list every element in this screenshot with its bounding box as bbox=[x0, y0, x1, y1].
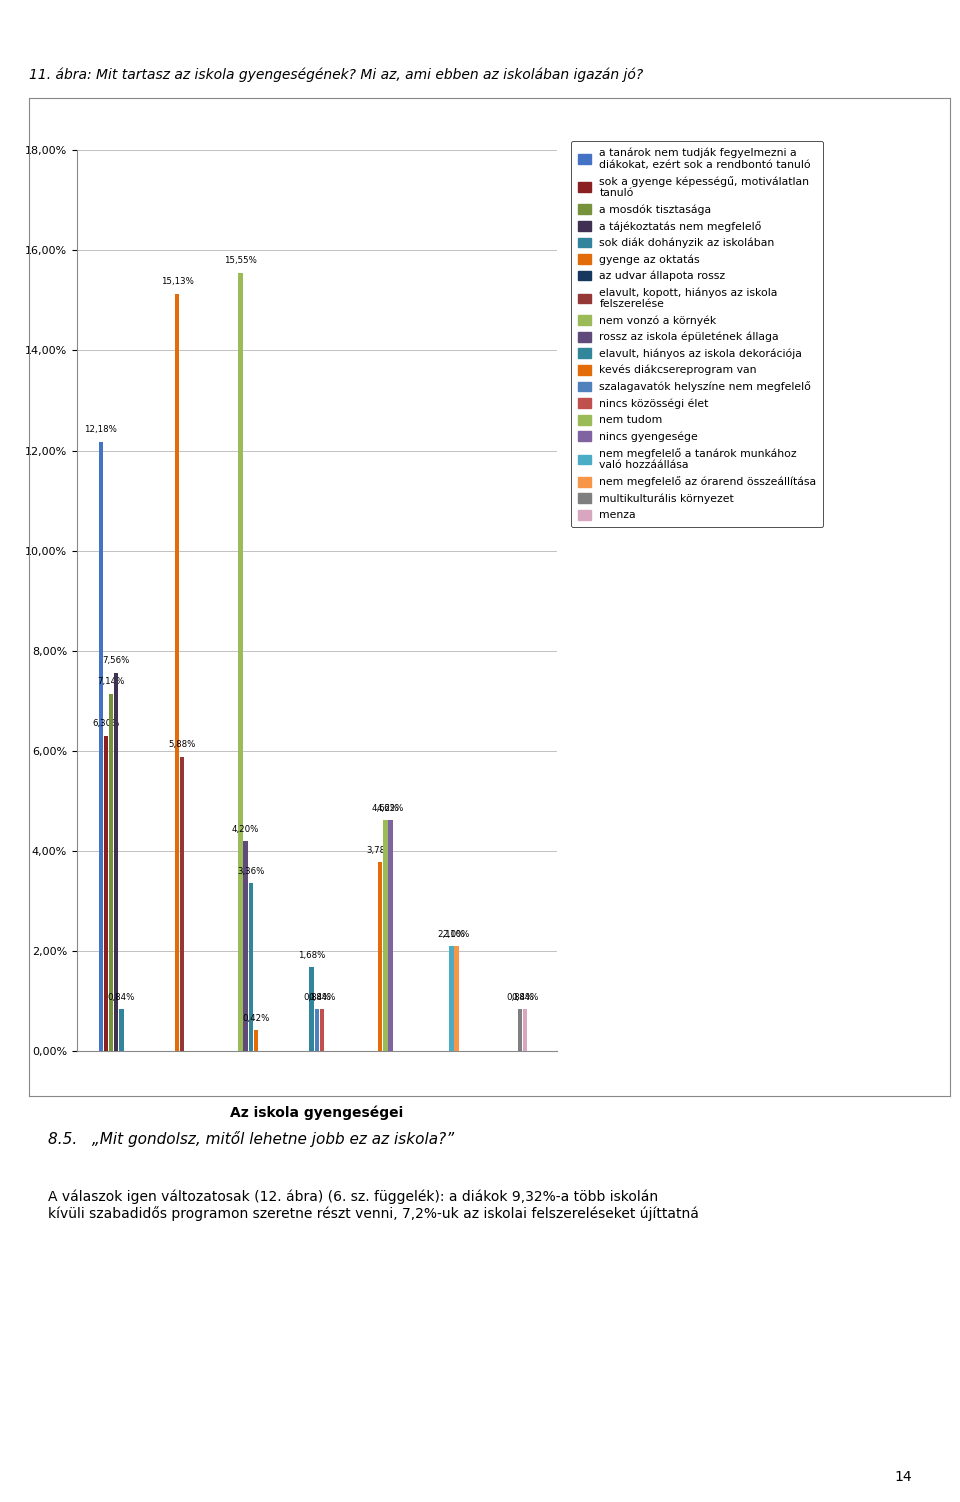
Text: 1,68%: 1,68% bbox=[298, 951, 325, 960]
Bar bbox=[104, 736, 108, 1051]
Bar bbox=[175, 294, 180, 1051]
Bar bbox=[454, 946, 459, 1051]
Text: 6,30%: 6,30% bbox=[92, 719, 120, 728]
Bar bbox=[119, 1009, 124, 1051]
Text: 4,62%: 4,62% bbox=[377, 804, 404, 813]
Text: 7,56%: 7,56% bbox=[103, 656, 130, 665]
Bar bbox=[99, 442, 103, 1051]
Bar bbox=[108, 694, 113, 1051]
Text: 5,88%: 5,88% bbox=[169, 740, 196, 749]
Text: 4,20%: 4,20% bbox=[232, 825, 259, 834]
Text: 0,42%: 0,42% bbox=[242, 1014, 270, 1023]
Text: Az iskola gyengeségei: Az iskola gyengeségei bbox=[230, 1105, 403, 1120]
Text: 3,36%: 3,36% bbox=[237, 867, 265, 876]
Bar bbox=[523, 1009, 527, 1051]
Text: 3,78%: 3,78% bbox=[367, 846, 394, 855]
Text: 4,62%: 4,62% bbox=[372, 804, 399, 813]
Text: 0,84%: 0,84% bbox=[303, 993, 330, 1002]
Text: 0,84%: 0,84% bbox=[108, 993, 135, 1002]
Text: 14: 14 bbox=[895, 1470, 912, 1484]
Bar bbox=[517, 1009, 522, 1051]
Bar bbox=[388, 820, 393, 1051]
Bar bbox=[315, 1009, 319, 1051]
Bar bbox=[378, 862, 382, 1051]
Bar bbox=[238, 273, 243, 1051]
Bar bbox=[114, 673, 118, 1051]
Bar bbox=[309, 967, 314, 1051]
Legend: a tanárok nem tudják fegyelmezni a
diákokat, ezért sok a rendbontó tanuló, sok a: a tanárok nem tudják fegyelmezni a diáko… bbox=[571, 141, 823, 527]
Bar bbox=[449, 946, 454, 1051]
Text: 2,10%: 2,10% bbox=[438, 930, 465, 939]
Text: 15,13%: 15,13% bbox=[160, 278, 194, 287]
Bar bbox=[180, 757, 184, 1051]
Bar bbox=[320, 1009, 324, 1051]
Bar bbox=[253, 1030, 258, 1051]
Text: 0,84%: 0,84% bbox=[512, 993, 539, 1002]
Text: 0,84%: 0,84% bbox=[308, 993, 336, 1002]
Text: 2,10%: 2,10% bbox=[443, 930, 470, 939]
Text: 8.5.   „Mit gondolsz, mitől lehetne jobb ez az iskola?”: 8.5. „Mit gondolsz, mitől lehetne jobb e… bbox=[48, 1131, 454, 1148]
Text: 12,18%: 12,18% bbox=[84, 425, 117, 434]
Text: 15,55%: 15,55% bbox=[224, 257, 257, 266]
Bar bbox=[249, 883, 253, 1051]
Bar bbox=[383, 820, 388, 1051]
Text: A válaszok igen változatosak (12. ábra) (6. sz. függelék): a diákok 9,32%-a több: A válaszok igen változatosak (12. ábra) … bbox=[48, 1190, 699, 1221]
Text: 11. ábra: Mit tartasz az iskola gyengeségének? Mi az, ami ebben az iskolában iga: 11. ábra: Mit tartasz az iskola gyengesé… bbox=[29, 68, 643, 83]
Bar bbox=[244, 841, 248, 1051]
Text: 0,84%: 0,84% bbox=[506, 993, 534, 1002]
Text: 7,14%: 7,14% bbox=[97, 677, 125, 686]
